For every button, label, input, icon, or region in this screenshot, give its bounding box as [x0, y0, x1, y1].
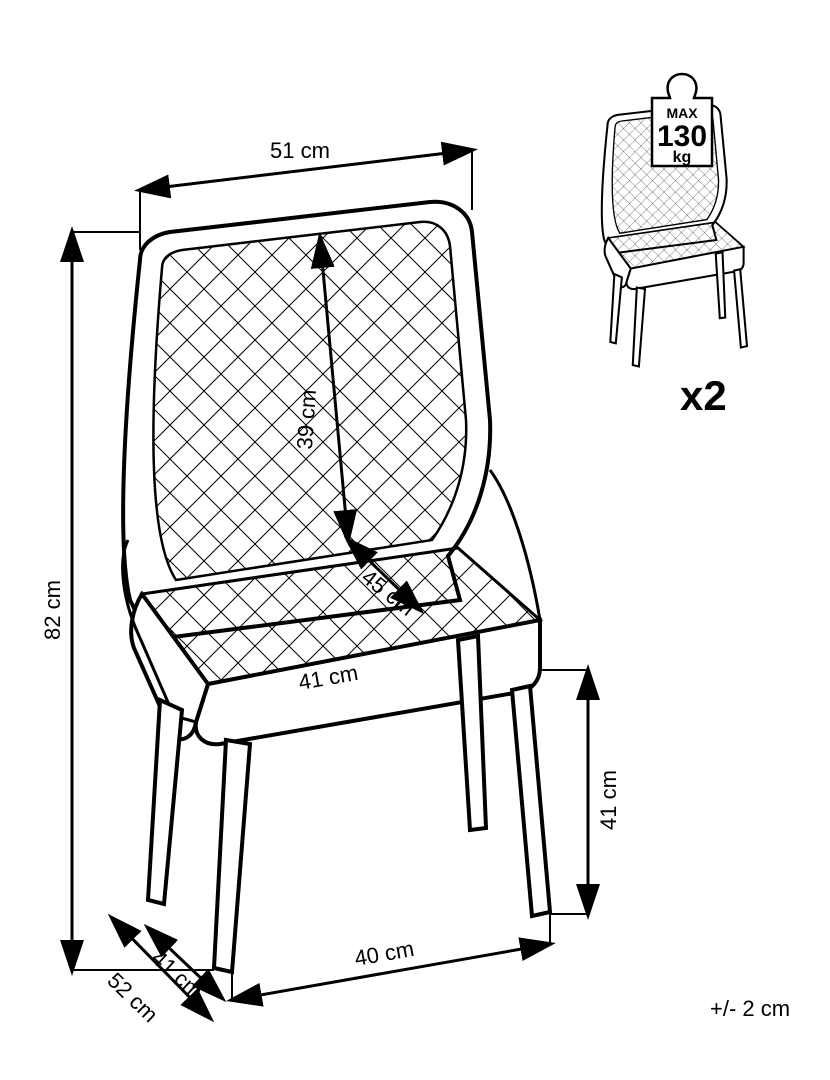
weight-icon: MAX 130 kg: [652, 74, 712, 166]
dim-label-base-front: 40 cm: [353, 936, 416, 971]
max-label: MAX: [666, 105, 698, 121]
max-unit: kg: [673, 149, 692, 166]
dimension-diagram: 51 cm 39 cm 45 cm 41 cm 82 cm 41 cm 40 c…: [0, 0, 830, 1080]
dim-label-leg-height: 41 cm: [596, 770, 621, 830]
dim-label-total-height: 82 cm: [40, 580, 65, 640]
dim-label-back-height: 39 cm: [292, 389, 321, 451]
main-chair-drawing: [123, 202, 550, 972]
tolerance-label: +/- 2 cm: [710, 996, 790, 1021]
dim-label-overall-depth: 52 cm: [103, 968, 163, 1028]
dim-label-top-width: 51 cm: [270, 138, 330, 163]
quantity-label: x2: [680, 372, 727, 419]
